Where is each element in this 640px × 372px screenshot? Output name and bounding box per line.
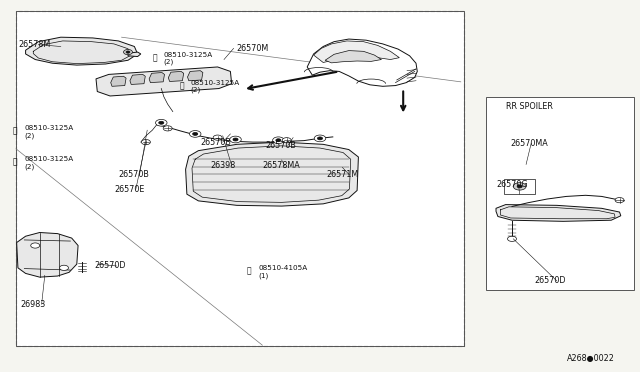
Circle shape [60, 265, 68, 270]
Circle shape [163, 126, 172, 131]
Polygon shape [128, 52, 141, 57]
Text: 26570D: 26570D [95, 262, 126, 270]
Circle shape [193, 132, 198, 135]
Text: 26570G: 26570G [497, 180, 528, 189]
Text: Ⓢ: Ⓢ [247, 266, 252, 275]
Text: 08510-3125A: 08510-3125A [191, 80, 240, 86]
Polygon shape [111, 76, 126, 86]
Polygon shape [130, 74, 145, 84]
Text: 26578MA: 26578MA [262, 161, 300, 170]
Polygon shape [307, 39, 417, 86]
Bar [16, 11, 464, 346]
Polygon shape [149, 73, 164, 83]
Text: 26983: 26983 [20, 300, 45, 309]
Polygon shape [168, 71, 184, 81]
Circle shape [124, 49, 132, 55]
Text: (1): (1) [259, 272, 269, 279]
Circle shape [317, 137, 323, 140]
Text: 26570D: 26570D [534, 276, 566, 285]
Text: 08510-3125A: 08510-3125A [164, 52, 213, 58]
Text: Ⓢ: Ⓢ [152, 53, 157, 62]
Circle shape [141, 140, 150, 145]
Circle shape [126, 51, 130, 53]
Circle shape [508, 236, 516, 241]
Circle shape [213, 135, 222, 140]
Bar [486, 97, 634, 290]
Text: (2): (2) [191, 87, 201, 93]
Text: Ⓢ: Ⓢ [179, 81, 184, 90]
Bar [504, 179, 535, 194]
Polygon shape [26, 37, 138, 65]
Polygon shape [325, 51, 381, 63]
Text: (2): (2) [24, 163, 35, 170]
Text: RR SPOILER: RR SPOILER [506, 102, 552, 110]
Circle shape [273, 137, 284, 144]
Text: 26571M: 26571M [326, 170, 358, 179]
Text: 08510-3125A: 08510-3125A [24, 156, 74, 162]
Circle shape [156, 119, 167, 126]
Polygon shape [188, 71, 203, 81]
Text: 08510-3125A: 08510-3125A [24, 125, 74, 131]
Polygon shape [314, 41, 399, 62]
Circle shape [276, 139, 281, 142]
Text: (2): (2) [164, 59, 174, 65]
Text: Ⓢ: Ⓢ [13, 157, 17, 166]
Text: Ⓢ: Ⓢ [13, 127, 17, 136]
Text: 26570B: 26570B [118, 170, 149, 179]
Circle shape [233, 138, 238, 141]
Polygon shape [17, 232, 78, 277]
Text: 26570B: 26570B [200, 138, 231, 147]
Circle shape [230, 136, 241, 143]
Circle shape [189, 131, 201, 137]
Text: 26570MA: 26570MA [511, 139, 548, 148]
Circle shape [31, 243, 40, 248]
Bar [16, 11, 464, 346]
Text: 26570M: 26570M [237, 44, 269, 53]
Text: 26578M: 26578M [18, 40, 50, 49]
Circle shape [517, 185, 522, 188]
Text: (2): (2) [24, 132, 35, 139]
Text: 26570B: 26570B [266, 141, 296, 150]
Polygon shape [186, 142, 358, 206]
Text: 08510-4105A: 08510-4105A [259, 265, 308, 271]
Text: A268●0022: A268●0022 [566, 355, 614, 363]
Circle shape [513, 183, 526, 190]
Circle shape [282, 138, 291, 143]
Circle shape [314, 135, 326, 142]
Text: 26570E: 26570E [114, 185, 144, 194]
Circle shape [159, 121, 164, 124]
Polygon shape [496, 205, 621, 221]
Polygon shape [96, 67, 232, 96]
Circle shape [615, 198, 624, 203]
Text: 26398: 26398 [210, 161, 235, 170]
